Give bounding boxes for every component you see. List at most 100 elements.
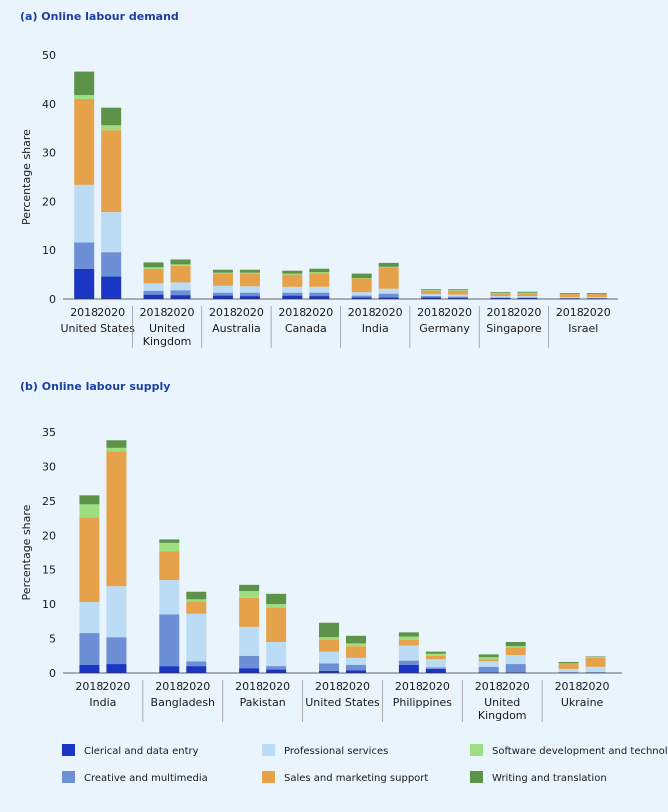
x-year-label: 2018 [70, 306, 98, 319]
bar-segment-software [319, 637, 339, 640]
category-label: Singapore [486, 322, 542, 335]
bar-segment-professional [517, 296, 538, 298]
bar-segment-sales [478, 659, 499, 662]
bar-segment-sales [239, 273, 260, 287]
legend-label-software: Software development and technology [492, 746, 668, 757]
bar-segment-clerical [266, 669, 287, 673]
bar-segment-creative [74, 242, 95, 269]
category-label: Philippines [393, 696, 453, 709]
y-tick-label: 40 [42, 98, 56, 111]
bar-segment-creative [378, 293, 399, 298]
bar-segment-sales [505, 647, 526, 656]
x-year-label: 2018 [555, 680, 583, 693]
y-tick-label: 10 [42, 598, 56, 611]
bar-segment-clerical [490, 298, 511, 299]
bar-segment-software [212, 272, 233, 274]
bar-segment-professional [448, 294, 469, 297]
bar-segment-clerical [239, 296, 260, 299]
bar-segment-creative [239, 292, 260, 297]
bar-segment-writing [351, 273, 372, 279]
x-year-label: 2018 [556, 306, 584, 319]
bar-segment-software [282, 273, 303, 275]
bar-segment-clerical [309, 296, 330, 299]
category-label: United States [305, 696, 380, 709]
bar-segment-creative [319, 663, 339, 671]
x-year-label: 2018 [235, 680, 263, 693]
bar-segment-creative [186, 661, 207, 667]
x-year-label: 2020 [102, 680, 130, 693]
category-label: Australia [212, 322, 261, 335]
bar-segment-software [505, 646, 526, 648]
bar-segment-sales [585, 657, 606, 667]
bar-segment-software [478, 657, 499, 660]
x-year-label: 2018 [348, 306, 376, 319]
y-tick-label: 15 [42, 564, 56, 577]
x-year-label: 2018 [140, 306, 168, 319]
bar-segment-sales [586, 294, 607, 298]
bar-segment-clerical [106, 664, 127, 673]
bar-segment-clerical [212, 295, 233, 299]
x-year-label: 2018 [278, 306, 306, 319]
bar-segment-professional [74, 184, 95, 243]
bar-segment-professional [239, 286, 260, 293]
bar-segment-professional [319, 651, 339, 664]
bar-segment-sales [448, 290, 469, 295]
bar-segment-professional [425, 659, 446, 668]
legend-label-creative: Creative and multimedia [84, 773, 208, 784]
bar-segment-clerical [143, 294, 164, 299]
bar-segment-writing [239, 584, 260, 592]
legend-swatch-professional [262, 744, 275, 756]
bar-segment-professional [559, 297, 580, 299]
bar-segment-clerical [282, 295, 303, 299]
category-label: Canada [285, 322, 327, 335]
bar-segment-writing [159, 539, 180, 543]
bar-segment-creative [143, 290, 164, 295]
bar-segment-software [159, 542, 180, 552]
bar-segment-software [425, 653, 446, 656]
panel-a-title: (a) Online labour demand [20, 10, 179, 23]
category-label: Kingdom [478, 709, 527, 722]
x-year-label: 2020 [375, 306, 403, 319]
bar-segment-clerical [421, 297, 442, 299]
bar-segment-clerical [378, 297, 399, 299]
y-tick-label: 20 [42, 195, 56, 208]
bar-segment-software [398, 636, 419, 640]
bar-segment-sales [186, 601, 207, 614]
bar-segment-software [585, 657, 606, 658]
y-tick-label: 0 [49, 293, 56, 306]
category-label: Bangladesh [151, 696, 216, 709]
bar-segment-software [309, 272, 330, 274]
x-year-label: 2020 [342, 680, 370, 693]
bar-segment-writing [239, 269, 260, 273]
bar-segment-sales [490, 293, 511, 297]
bar-segment-professional [101, 212, 122, 253]
bar-segment-creative [159, 614, 180, 667]
bar-segment-clerical [398, 664, 419, 673]
bar-segment-creative [101, 252, 122, 277]
bar-segment-writing [559, 293, 580, 295]
bar-segment-clerical [74, 268, 95, 299]
bar-segment-professional [79, 602, 100, 634]
y-tick-label: 20 [42, 529, 56, 542]
bar-segment-sales [346, 646, 366, 658]
bar-segment-sales [79, 517, 100, 603]
bar-segment-sales [351, 278, 372, 293]
bar-segment-clerical [448, 298, 469, 299]
bar-segment-writing [143, 262, 164, 268]
x-year-label: 2018 [417, 306, 445, 319]
bar-segment-writing [505, 642, 526, 647]
bar-segment-clerical [170, 295, 191, 299]
bar-segment-writing [79, 495, 100, 505]
category-label: United [149, 322, 185, 335]
category-label: United States [60, 322, 135, 335]
bar-segment-software [239, 272, 260, 274]
bar-segment-software [266, 604, 287, 608]
x-year-label: 2018 [75, 680, 103, 693]
x-year-label: 2020 [305, 306, 333, 319]
bar-segment-creative [505, 664, 526, 673]
legend-label-sales: Sales and marketing support [284, 773, 428, 784]
bar-segment-clerical [351, 297, 372, 299]
bar-segment-professional [585, 666, 606, 673]
x-year-label: 2020 [97, 306, 125, 319]
